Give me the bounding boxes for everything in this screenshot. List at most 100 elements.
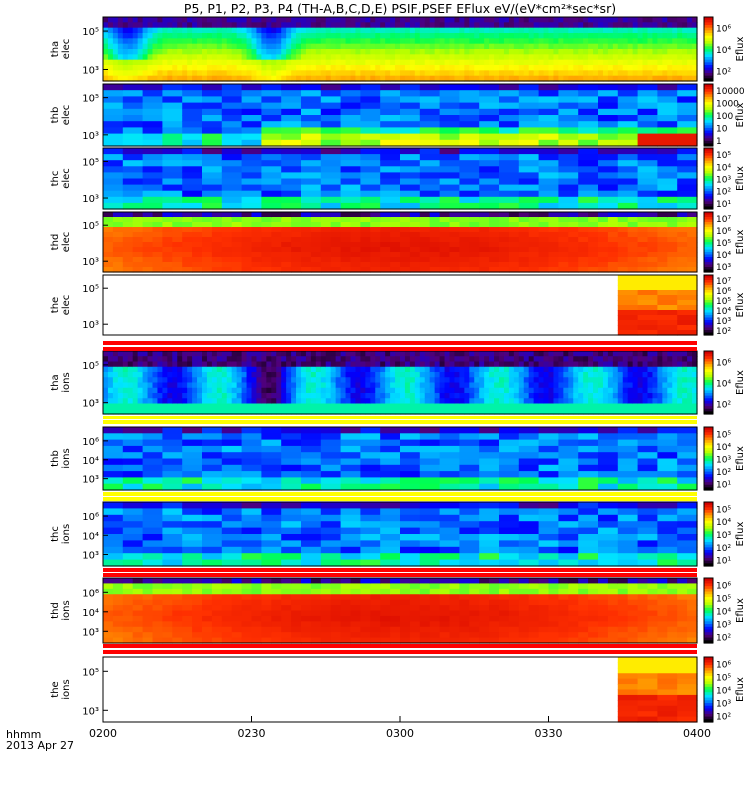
heatmap-cell xyxy=(296,366,302,373)
heatmap-cell xyxy=(692,377,698,384)
heatmap-cell xyxy=(385,43,391,50)
colorbar-segment xyxy=(704,120,713,124)
heatmap-cell xyxy=(578,38,584,45)
heatmap-cell xyxy=(489,27,495,34)
heatmap-cell xyxy=(142,43,149,50)
colorbar-segment xyxy=(704,212,713,216)
heatmap-cell xyxy=(400,212,411,218)
heatmap-cell xyxy=(350,27,357,34)
heatmap-cell xyxy=(479,108,500,116)
heatmap-cell xyxy=(236,393,243,399)
heatmap-cell xyxy=(320,178,342,186)
heatmap-cell xyxy=(365,38,371,45)
heatmap-cell xyxy=(211,398,218,405)
heatmap-cell xyxy=(538,154,559,161)
heatmap-cell xyxy=(548,267,559,273)
heatmap-cell xyxy=(573,17,579,23)
heatmap-cell xyxy=(578,154,599,161)
heatmap-cell xyxy=(642,43,649,50)
heatmap-cell xyxy=(256,351,262,357)
panel-ytick-label: 10³ xyxy=(82,399,99,410)
heatmap-cell xyxy=(652,65,658,71)
heatmap-cell xyxy=(335,54,342,61)
heatmap-cell xyxy=(563,70,569,77)
heatmap-cell xyxy=(162,559,183,567)
heatmap-cell xyxy=(221,398,228,405)
heatmap-cell xyxy=(543,49,550,55)
heatmap-cell xyxy=(142,267,154,273)
heatmap-cell xyxy=(607,232,619,238)
heatmap-cell xyxy=(305,366,312,373)
heatmap-cell xyxy=(241,387,248,394)
heatmap-cell xyxy=(637,445,658,453)
heatmap-cell xyxy=(127,54,134,61)
heatmap-cell xyxy=(677,280,698,286)
heatmap-cell xyxy=(533,382,540,389)
heatmap-cell xyxy=(325,351,332,357)
heatmap-cell xyxy=(647,59,654,66)
heatmap-cell xyxy=(241,115,262,122)
heatmap-cell xyxy=(598,33,604,39)
heatmap-cell xyxy=(439,90,460,97)
heatmap-cell xyxy=(563,351,569,357)
heatmap-cell xyxy=(330,27,337,34)
heatmap-cell xyxy=(424,372,431,378)
heatmap-cell xyxy=(340,178,361,186)
heatmap-cell xyxy=(538,377,545,384)
heatmap-cell xyxy=(598,202,619,210)
heatmap-cell xyxy=(647,267,658,273)
heatmap-cell xyxy=(375,366,381,373)
heatmap-cell xyxy=(588,366,594,373)
heatmap-cell xyxy=(459,59,465,66)
heatmap-cell xyxy=(627,222,639,228)
heatmap-cell xyxy=(350,408,357,415)
heatmap-cell xyxy=(197,17,203,23)
heatmap-cell xyxy=(657,222,668,228)
heatmap-cell xyxy=(291,382,297,389)
heatmap-cell xyxy=(281,403,287,410)
heatmap-cell xyxy=(132,212,144,218)
heatmap-cell xyxy=(424,70,431,77)
heatmap-cell xyxy=(617,43,624,50)
heatmap-cell xyxy=(122,108,144,116)
heatmap-cell xyxy=(627,393,634,399)
heatmap-cell xyxy=(261,202,282,210)
heatmap-cell xyxy=(499,166,520,173)
heatmap-cell xyxy=(573,59,579,66)
heatmap-cell xyxy=(122,514,144,522)
heatmap-cell xyxy=(518,115,540,122)
heatmap-cell xyxy=(162,262,173,268)
heatmap-cell xyxy=(642,54,649,61)
heatmap-cell xyxy=(320,477,342,485)
heatmap-cell xyxy=(444,65,451,71)
heatmap-cell xyxy=(157,377,163,384)
heatmap-cell xyxy=(340,70,347,77)
heatmap-cell xyxy=(518,96,540,104)
heatmap-cell xyxy=(380,22,386,29)
heatmap-cell xyxy=(350,54,357,61)
heatmap-cell xyxy=(439,452,460,460)
heatmap-cell xyxy=(380,471,401,478)
heatmap-cell xyxy=(172,222,183,228)
heatmap-cell xyxy=(617,121,639,128)
heatmap-cell xyxy=(528,212,540,218)
heatmap-cell xyxy=(632,403,639,410)
heatmap-cell xyxy=(484,366,490,373)
heatmap-cell xyxy=(479,222,490,228)
heatmap-cell xyxy=(667,59,673,66)
heatmap-cell xyxy=(122,75,129,82)
heatmap-cell xyxy=(652,366,658,373)
heatmap-cell xyxy=(538,49,545,55)
heatmap-cell xyxy=(578,217,589,223)
heatmap-cell xyxy=(202,382,208,389)
heatmap-cell xyxy=(162,196,183,204)
heatmap-cell xyxy=(687,17,693,23)
heatmap-cell xyxy=(449,372,456,378)
heatmap-cell xyxy=(687,217,698,223)
heatmap-cell xyxy=(622,387,629,394)
heatmap-cell xyxy=(647,237,658,243)
heatmap-cell xyxy=(637,280,658,286)
heatmap-cell xyxy=(211,75,218,82)
heatmap-cell xyxy=(335,356,342,363)
heatmap-cell xyxy=(360,232,371,238)
